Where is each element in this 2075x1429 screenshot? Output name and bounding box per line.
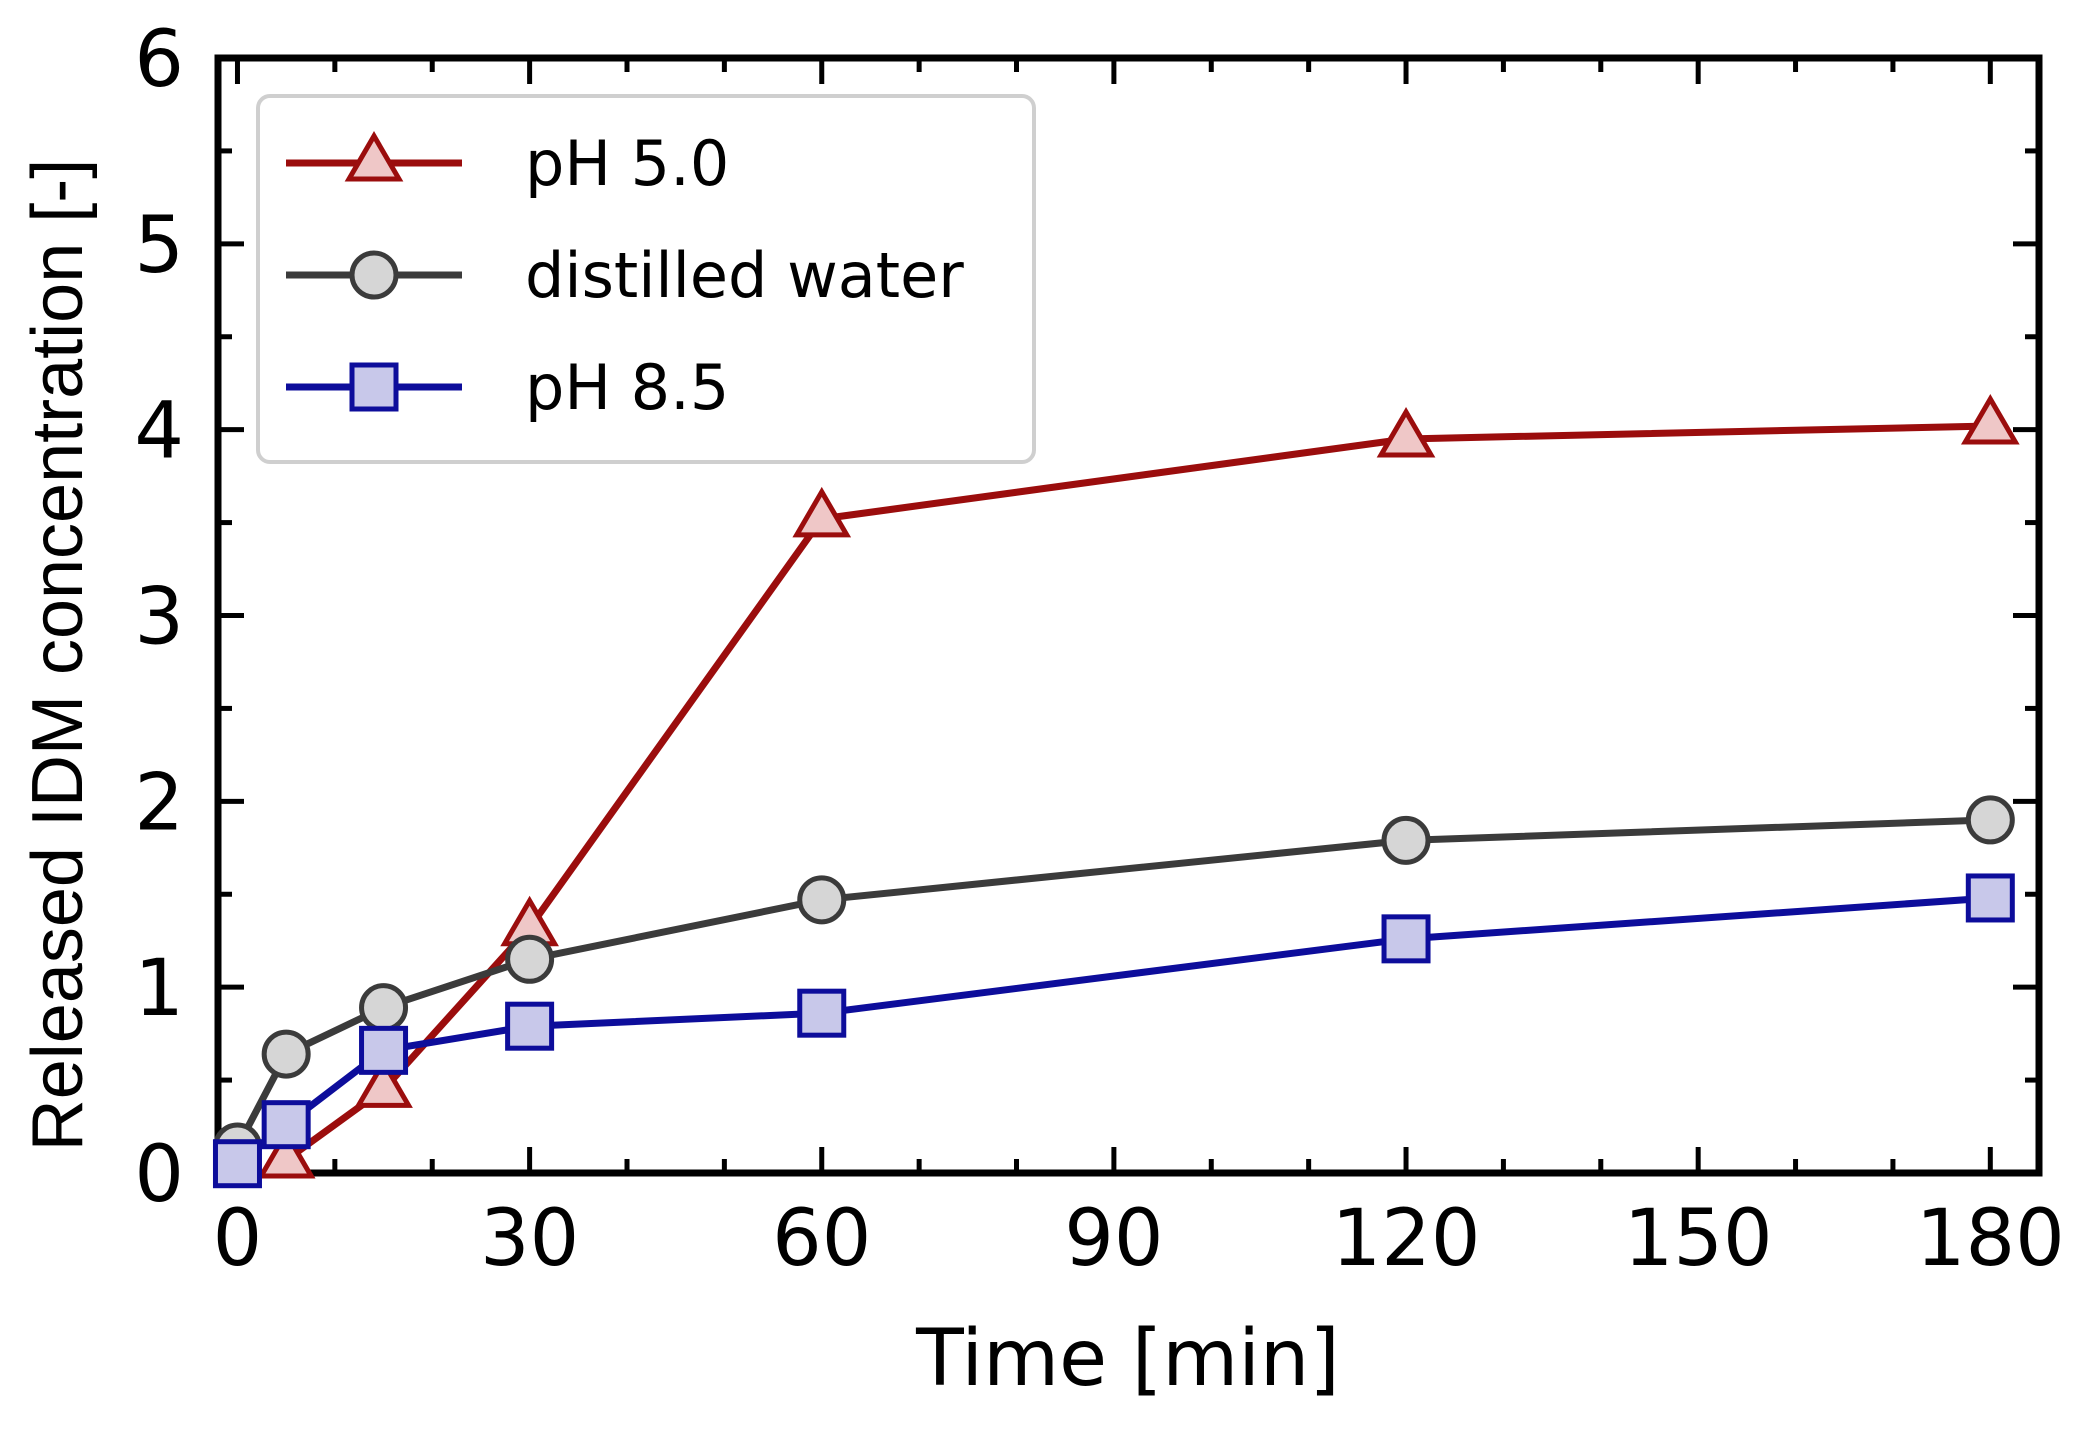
legend-entries: pH 5.0 distilled water pH 8.5 <box>286 127 964 424</box>
legend-frame <box>256 94 1036 464</box>
plot-area: 0 30 60 90 120 150 180 0 1 2 3 4 5 6 <box>134 15 2064 1284</box>
y-tick-label: 0 <box>134 1130 184 1220</box>
axis-ticks <box>218 55 2039 1176</box>
data-point-circle <box>261 1029 311 1079</box>
data-point-triangle <box>792 486 852 538</box>
y-tick-label: 4 <box>134 387 184 477</box>
x-tick-label: 0 <box>213 1194 263 1284</box>
x-tick-label: 120 <box>1332 1194 1481 1284</box>
x-tick-label: 150 <box>1624 1194 1773 1284</box>
data-point-triangle <box>354 1057 413 1108</box>
y-tick-label: 2 <box>134 758 184 848</box>
data-point-circle <box>505 934 555 984</box>
y-tick-labels: 0 1 2 3 4 5 6 <box>134 15 184 1220</box>
legend-entry: pH 5.0 <box>286 127 729 200</box>
x-tick-label: 30 <box>480 1194 579 1284</box>
legend-entry: distilled water <box>286 239 964 312</box>
legend-entry: pH 8.5 <box>286 351 729 424</box>
data-point-circle <box>1965 795 2015 845</box>
x-axis-title: Time [min] <box>915 1314 1340 1404</box>
y-tick-label: 1 <box>134 944 184 1034</box>
series-layer <box>212 393 2020 1189</box>
series-line <box>234 816 1991 1149</box>
series-ph-8-5 <box>212 873 2015 1189</box>
x-tick-label: 60 <box>772 1194 871 1284</box>
legend-marker-triangle <box>344 131 404 182</box>
data-point-square <box>505 1001 555 1051</box>
data-point-circle <box>797 875 847 925</box>
legend: pH 5.0 distilled water pH 8.5 <box>256 94 1036 464</box>
x-tick-labels: 0 30 60 90 120 150 180 <box>213 1194 2065 1284</box>
legend-marker-square <box>349 362 399 412</box>
y-tick-label: 3 <box>134 573 184 663</box>
legend-marker-circle <box>349 250 399 300</box>
y-tick-label: 6 <box>134 15 184 105</box>
x-tick-label: 90 <box>1064 1194 1163 1284</box>
legend-label: pH 8.5 <box>525 351 729 424</box>
data-point-square <box>261 1100 311 1150</box>
data-point-square <box>1965 873 2015 923</box>
data-point-circle <box>1381 815 1431 865</box>
y-axis-title: Released IDM concentration [-] <box>18 159 98 1151</box>
data-point-square <box>797 988 847 1038</box>
series-distilled-water <box>212 795 2015 1172</box>
data-point-square <box>359 1025 409 1075</box>
data-point-circle <box>359 983 409 1033</box>
data-point-triangle <box>1960 393 2020 445</box>
series-line <box>235 894 1991 1167</box>
data-point-square <box>1381 914 1431 964</box>
data-point-square <box>212 1139 262 1189</box>
x-tick-label: 180 <box>1916 1194 2065 1284</box>
data-point-triangle <box>1376 406 1436 458</box>
y-tick-label: 5 <box>134 201 184 291</box>
data-point-triangle <box>256 1128 316 1179</box>
legend-label: distilled water <box>525 239 964 312</box>
legend-label: pH 5.0 <box>525 127 729 200</box>
series-ph-5-0 <box>256 393 2020 1179</box>
